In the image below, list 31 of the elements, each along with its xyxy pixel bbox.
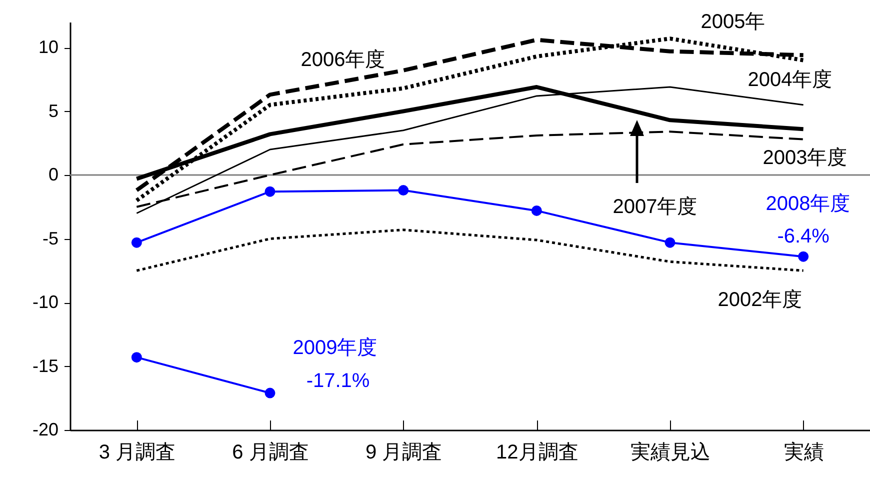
y-tick-label: -15 (32, 356, 58, 376)
point (264, 186, 276, 197)
series-label: 2009年度 (292, 337, 378, 359)
text: 2007年度 (612, 196, 698, 218)
series-label: 2006年度 (300, 49, 386, 71)
y-tick-label: -5 (42, 228, 58, 248)
point (798, 251, 809, 262)
annotation: -17.1% (306, 370, 370, 392)
series-label: 2002年度 (718, 289, 802, 311)
y-tick-label: -20 (32, 420, 58, 440)
annotation: -6.4% (777, 226, 830, 248)
x-tick-label: 実績見込 (630, 440, 710, 464)
series-label: 2005年 (700, 11, 766, 33)
x-tick-label: 12月調査 (496, 442, 578, 464)
point (398, 185, 409, 196)
y-tick-label: 5 (48, 100, 58, 121)
x-tick-label: 3 月調査 (98, 442, 176, 464)
x-tick-label: 9 月調査 (365, 442, 442, 464)
y-tick-label: -10 (32, 292, 58, 312)
x-tick-label: 6 月調査 (232, 442, 309, 464)
y-tick-label: 10 (38, 37, 58, 57)
series-label: 2003年度 (762, 147, 848, 169)
point (531, 205, 542, 216)
x-tick-label: 実績 (784, 440, 824, 464)
series-label: 2004年度 (748, 69, 832, 91)
point (131, 237, 142, 248)
y-tick-label: 0 (48, 164, 58, 184)
series-label: 2008年度 (766, 193, 850, 215)
point (664, 237, 676, 248)
point (264, 388, 276, 398)
point (131, 352, 142, 363)
